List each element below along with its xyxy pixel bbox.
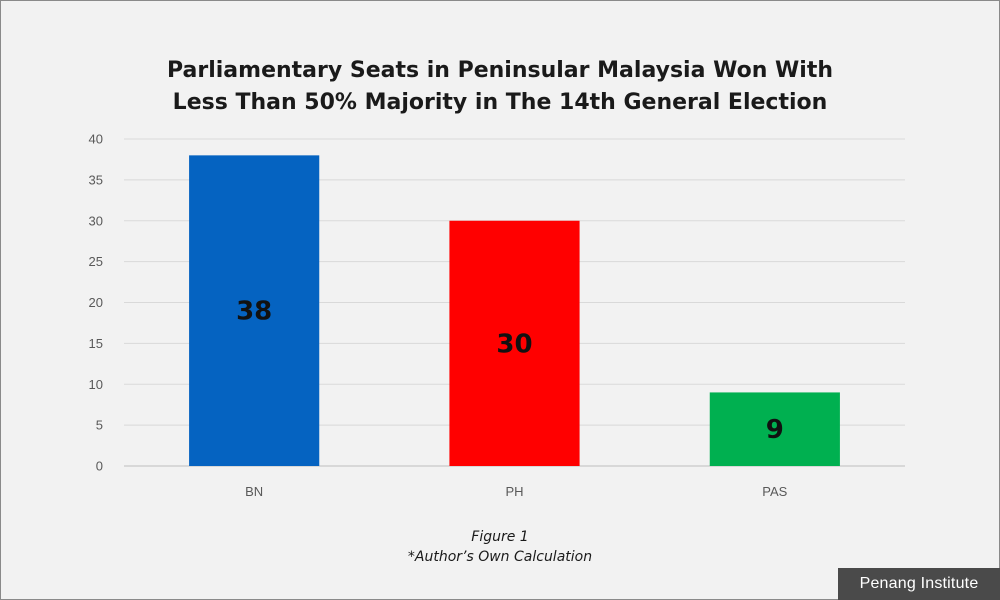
data-label-ph: 30 [496, 329, 532, 359]
y-tick-label: 10 [89, 377, 103, 392]
y-tick-label: 5 [96, 418, 103, 433]
y-tick-label: 30 [89, 213, 103, 228]
data-label-bn: 38 [236, 297, 272, 327]
bar-ph [449, 220, 580, 466]
bars: 38 30 9 [189, 155, 840, 466]
chart-title-line-1: Parliamentary Seats in Peninsular Malays… [167, 58, 833, 83]
bar-pas [709, 392, 840, 466]
category-label-pas: PAS [762, 484, 787, 499]
bar-bn [189, 155, 320, 466]
y-tick-label: 35 [89, 172, 103, 187]
brand-badge: Penang Institute [838, 568, 1000, 600]
data-label-pas: 9 [766, 415, 784, 445]
category-label-ph: PH [505, 484, 523, 499]
y-tick-label: 0 [96, 459, 103, 474]
category-label-bn: BN [245, 484, 263, 499]
y-tick-label: 20 [89, 295, 103, 310]
y-axis-ticks: 0 5 10 15 20 25 30 35 40 [89, 132, 103, 474]
y-tick-label: 40 [89, 132, 103, 147]
y-tick-label: 15 [89, 336, 103, 351]
y-tick-label: 25 [89, 254, 103, 269]
chart-title-line-2: Less Than 50% Majority in The 14th Gener… [173, 90, 828, 115]
source-note: *Author’s Own Calculation [407, 549, 593, 565]
figure-caption: Figure 1 [471, 529, 529, 545]
x-axis-categories: BN PH PAS [245, 484, 788, 499]
